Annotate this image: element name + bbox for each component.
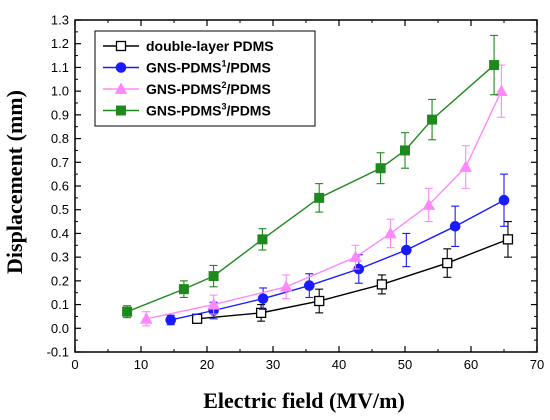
data-point bbox=[207, 298, 220, 310]
y-tick-label: 0.1 bbox=[51, 297, 69, 312]
legend-label-base: GNS-PDMS bbox=[146, 81, 221, 97]
series-line bbox=[197, 238, 509, 320]
legend: double-layer PDMSGNS-PDMS1/PDMSGNS-PDMS2… bbox=[94, 30, 316, 127]
legend-entry-3: GNS-PDMS2/PDMS bbox=[103, 80, 271, 97]
data-point bbox=[314, 295, 325, 307]
data-point bbox=[165, 314, 176, 326]
data-point bbox=[502, 234, 514, 245]
x-axis-title: Electric field (MV/m) bbox=[203, 388, 405, 413]
data-point bbox=[459, 160, 473, 172]
y-tick-label: 0.7 bbox=[51, 155, 69, 170]
legend-marker bbox=[116, 105, 126, 116]
legend-label-base: double-layer PDMS bbox=[146, 38, 274, 54]
y-tick-label: 0.3 bbox=[51, 250, 69, 265]
data-point bbox=[139, 312, 153, 324]
data-point bbox=[122, 306, 133, 317]
y-tick-label: 0.4 bbox=[51, 226, 69, 241]
legend-label-tail: /PDMS bbox=[226, 81, 270, 97]
data-point bbox=[427, 114, 438, 125]
data-point bbox=[375, 163, 386, 174]
y-axis-title: Displacement (mm) bbox=[2, 90, 27, 274]
y-tick-label: 0.8 bbox=[51, 131, 69, 146]
data-point bbox=[208, 271, 219, 282]
legend-label-superscript: 1 bbox=[221, 59, 226, 69]
y-tick-label: 1.1 bbox=[51, 60, 69, 75]
data-point bbox=[376, 279, 388, 290]
legend-label-base: GNS-PDMS bbox=[146, 60, 221, 76]
data-point bbox=[422, 198, 436, 210]
legend-label-tail: /PDMS bbox=[226, 60, 270, 76]
y-tick-label: 0.0 bbox=[51, 321, 69, 336]
data-point bbox=[498, 194, 510, 206]
data-point bbox=[178, 284, 189, 295]
x-tick-label: 0 bbox=[71, 357, 78, 372]
legend-label-base: GNS-PDMS bbox=[146, 103, 221, 119]
y-tick-label: 0.9 bbox=[51, 107, 69, 122]
axes: 0 10 20 30 40 50 60 70 -0.1 0.0 0.1 0.2 0.3 0.4 0.5 0.6… bbox=[47, 13, 545, 373]
series-line bbox=[146, 90, 502, 320]
legend-marker bbox=[115, 62, 127, 73]
x-tick-label: 30 bbox=[266, 357, 280, 372]
legend-label: GNS-PDMS3/PDMS bbox=[146, 102, 271, 119]
series-4 bbox=[122, 34, 500, 319]
series-line bbox=[170, 199, 505, 321]
data-point bbox=[255, 307, 267, 319]
data-point bbox=[257, 234, 268, 245]
data-point bbox=[442, 257, 453, 269]
y-tick-label: 0.2 bbox=[51, 273, 69, 288]
data-point bbox=[349, 250, 362, 263]
x-tick-label: 70 bbox=[530, 357, 544, 372]
data-point bbox=[400, 145, 410, 156]
legend-entry-2: GNS-PDMS1/PDMS bbox=[103, 59, 271, 76]
data-point bbox=[304, 280, 315, 291]
data-point bbox=[495, 84, 508, 97]
legend-entry-4: GNS-PDMS3/PDMS bbox=[103, 102, 271, 119]
data-point bbox=[314, 192, 325, 203]
plot-area bbox=[122, 34, 514, 327]
data-point bbox=[489, 60, 500, 71]
x-tick-label: 50 bbox=[398, 357, 412, 372]
y-tick-label: 0.5 bbox=[51, 202, 69, 217]
legend-entry-1: double-layer PDMS bbox=[103, 38, 274, 54]
data-point bbox=[384, 226, 397, 239]
legend-marker bbox=[114, 82, 128, 94]
series-1 bbox=[191, 221, 514, 324]
legend-label-tail: /PDMS bbox=[226, 103, 270, 119]
data-point bbox=[401, 244, 412, 256]
y-tick-label: 0.6 bbox=[51, 179, 69, 194]
y-tick-label: 1.3 bbox=[51, 13, 69, 28]
x-tick-label: 40 bbox=[332, 357, 346, 372]
legend-label-superscript: 3 bbox=[221, 102, 226, 112]
legend-label: GNS-PDMS2/PDMS bbox=[146, 80, 271, 97]
data-point bbox=[257, 293, 269, 304]
series-3 bbox=[139, 64, 508, 327]
x-tick-label: 10 bbox=[134, 357, 148, 372]
legend-label-superscript: 2 bbox=[221, 80, 226, 90]
y-tick-label: 1.0 bbox=[51, 84, 69, 99]
legend-label: GNS-PDMS1/PDMS bbox=[146, 59, 271, 76]
y-tick-label: -0.1 bbox=[47, 345, 69, 360]
x-tick-label: 60 bbox=[464, 357, 478, 372]
y-tick-label: 1.2 bbox=[51, 36, 69, 51]
x-tick-label: 20 bbox=[200, 357, 214, 372]
data-point bbox=[449, 221, 461, 232]
legend-marker bbox=[115, 40, 127, 52]
series-2 bbox=[165, 173, 510, 326]
legend-label: double-layer PDMS bbox=[146, 38, 274, 54]
data-point bbox=[191, 313, 203, 324]
data-point bbox=[279, 280, 293, 292]
